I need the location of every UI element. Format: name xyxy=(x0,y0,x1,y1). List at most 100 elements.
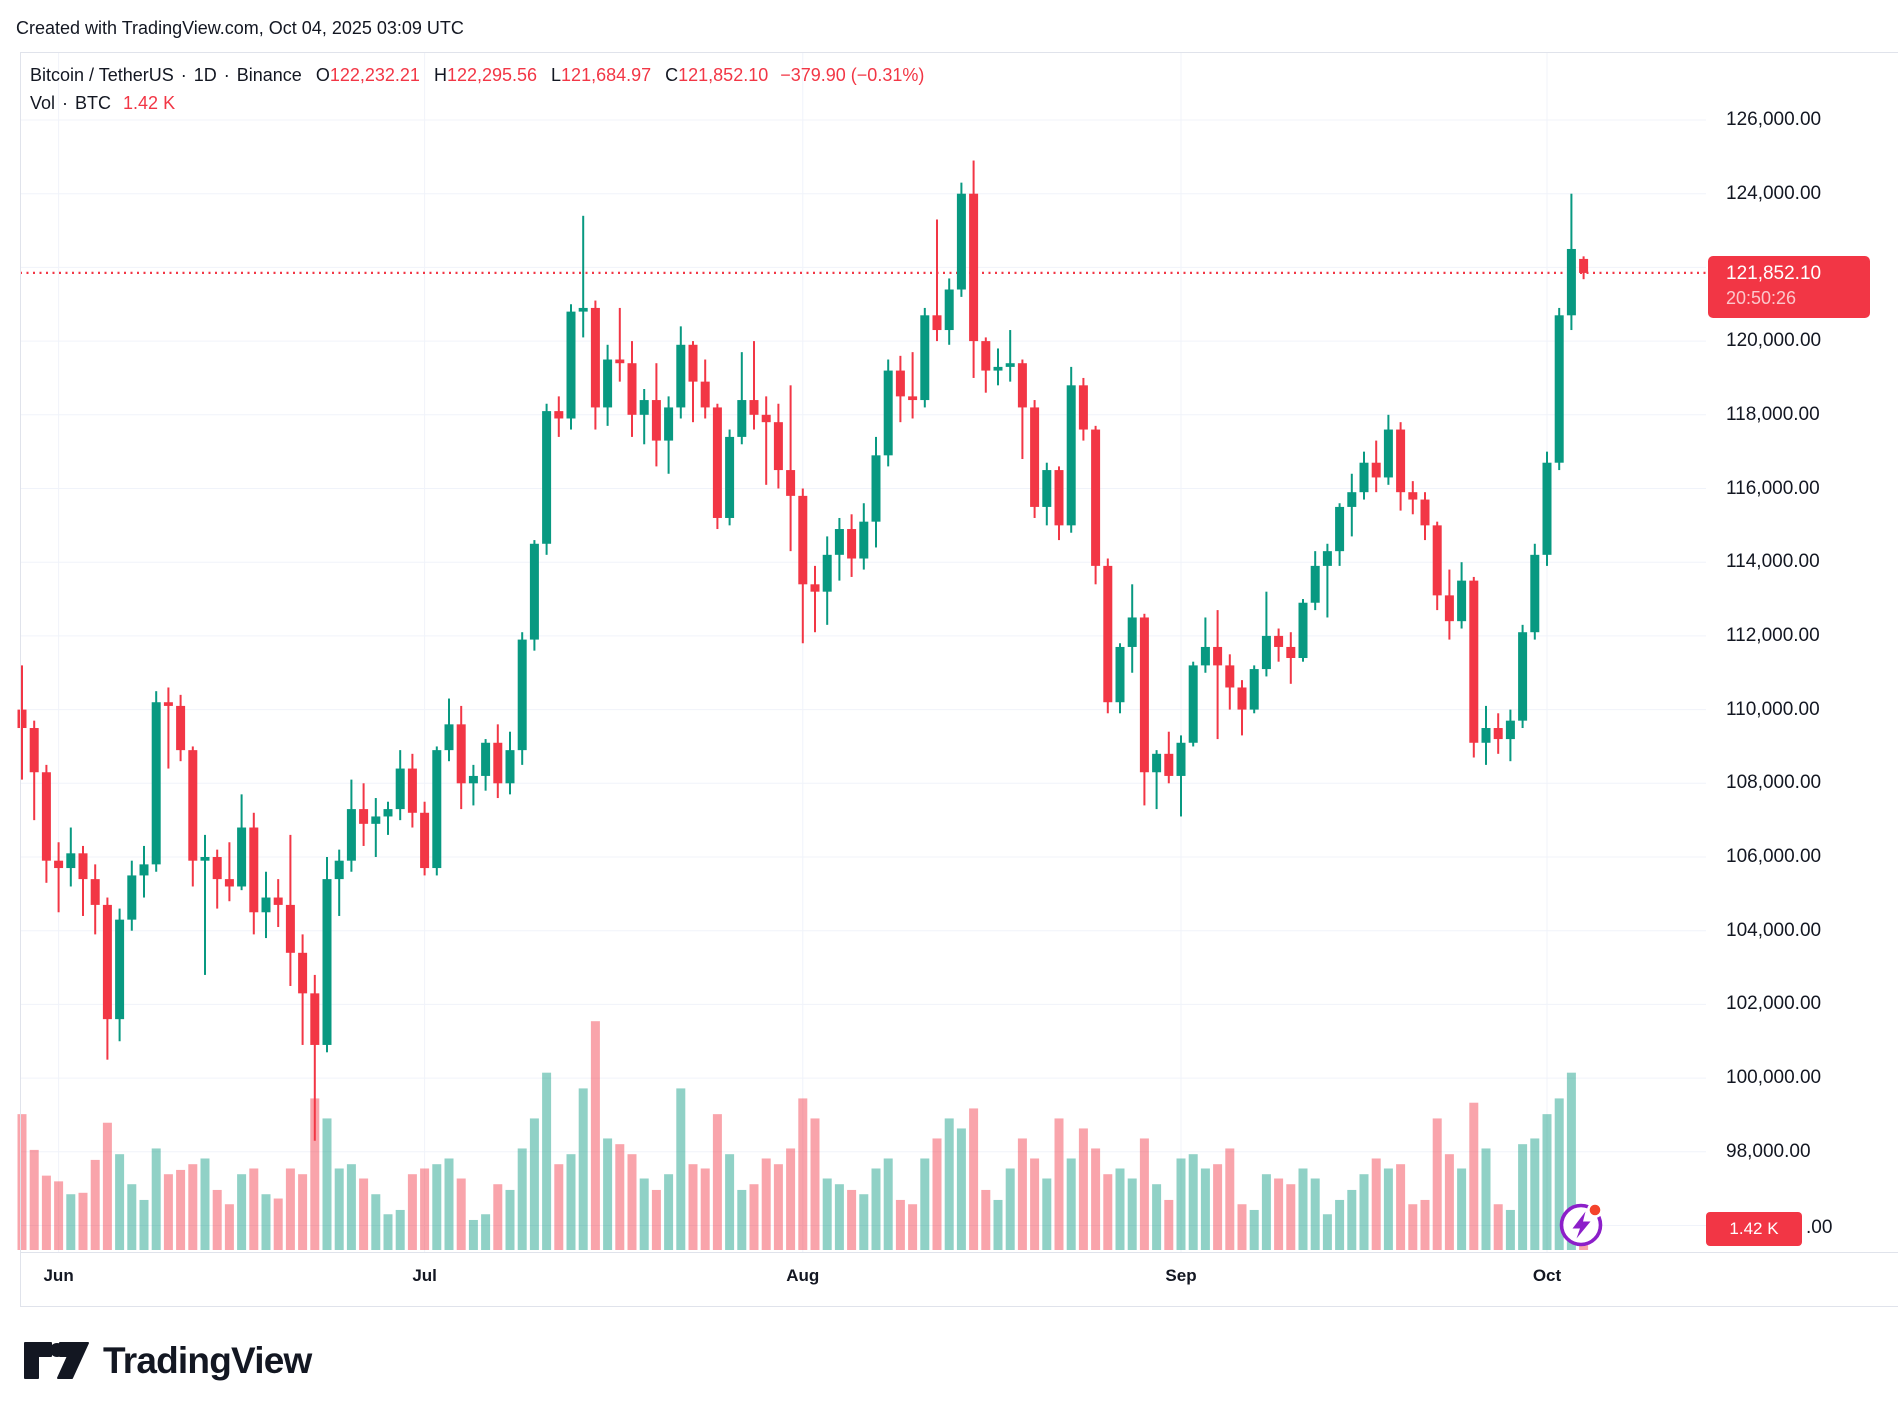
time-axis[interactable] xyxy=(20,1253,1706,1306)
volume-bar xyxy=(969,1108,979,1250)
volume-bar xyxy=(102,1122,112,1250)
candle-down xyxy=(700,381,710,408)
timeframe[interactable]: 1D xyxy=(193,65,217,85)
chart-legend: Bitcoin / TetherUS · 1D · Binance O 122,2… xyxy=(30,61,924,117)
candle-up xyxy=(432,750,442,869)
candle-up xyxy=(468,775,478,784)
volume-bar xyxy=(261,1194,271,1250)
volume-bar xyxy=(1115,1168,1125,1250)
volume-bar xyxy=(1249,1209,1259,1250)
volume-bar xyxy=(603,1138,613,1250)
volume-bar xyxy=(1005,1168,1015,1250)
candle-wick xyxy=(387,801,389,835)
candle-down xyxy=(1237,687,1247,710)
candle-up xyxy=(639,400,649,415)
open-label: O xyxy=(315,65,330,85)
flash-replay-icon[interactable] xyxy=(1556,1199,1608,1251)
volume-bar xyxy=(615,1144,625,1250)
candle-up xyxy=(1066,385,1076,526)
volume-bar xyxy=(151,1148,161,1250)
candle-up xyxy=(237,827,247,887)
candle-down xyxy=(1371,462,1381,478)
volume-bar xyxy=(1518,1144,1528,1250)
candle-wick xyxy=(167,687,170,769)
price-axis-label: 106,000.00 xyxy=(1726,846,1822,867)
candle-down xyxy=(1420,499,1430,526)
volume-bar xyxy=(127,1184,137,1250)
chart-top-border xyxy=(20,52,1898,53)
volume-bar xyxy=(1176,1158,1186,1250)
candle-wick xyxy=(643,389,646,445)
close-value: 121,852.10 xyxy=(678,65,769,85)
candle-down xyxy=(456,724,466,784)
change-value: −379.90 (−0.31%) xyxy=(780,65,925,85)
volume-bar xyxy=(334,1168,344,1250)
bar-close-countdown: 20:50:26 xyxy=(1726,287,1797,308)
volume-bar xyxy=(1347,1189,1357,1250)
volume-bar xyxy=(237,1174,247,1250)
candle-up xyxy=(1542,462,1552,555)
volume-bar xyxy=(1261,1174,1271,1250)
volume-bar xyxy=(847,1189,857,1250)
candle-up xyxy=(517,639,527,751)
volume-bar xyxy=(420,1168,430,1250)
candle-up xyxy=(920,315,930,401)
volume-bar xyxy=(786,1148,796,1250)
candle-up xyxy=(1042,470,1052,507)
candle-up xyxy=(383,809,393,817)
lightning-bolt-icon xyxy=(1572,1211,1591,1239)
candle-up xyxy=(1457,580,1467,622)
candle-up xyxy=(871,455,881,522)
candle-up xyxy=(944,289,954,331)
volume-bar xyxy=(883,1158,893,1250)
volume-bar xyxy=(554,1164,564,1250)
time-axis-label-sep: Sep xyxy=(1165,1266,1197,1285)
separator: · xyxy=(223,65,230,85)
volume-bar xyxy=(688,1164,698,1250)
candle-down xyxy=(749,400,759,415)
candle-up xyxy=(1298,602,1308,659)
candle-up xyxy=(1322,551,1332,566)
candle-down xyxy=(249,827,259,913)
candle-down xyxy=(359,809,369,824)
candle-down xyxy=(1225,665,1235,688)
symbol-title[interactable]: Bitcoin / TetherUS xyxy=(30,65,174,85)
volume-bar xyxy=(1225,1148,1235,1250)
candle-up xyxy=(603,359,613,408)
candle-up xyxy=(1188,665,1198,743)
separator: · xyxy=(62,93,69,113)
candle-wick xyxy=(753,341,755,430)
candle-down xyxy=(554,411,564,419)
candle-down xyxy=(78,853,88,880)
volume-bar xyxy=(578,1088,588,1250)
volume-bar xyxy=(761,1158,771,1250)
volume-bar xyxy=(1200,1168,1210,1250)
volume-bar xyxy=(444,1158,454,1250)
price-axis-label: 124,000.00 xyxy=(1726,182,1822,204)
volume-bar xyxy=(725,1154,735,1250)
candle-up xyxy=(481,742,491,776)
candle-down xyxy=(712,407,722,518)
candle-wick xyxy=(228,842,231,902)
candle-wick xyxy=(313,974,316,1141)
volume-bar xyxy=(1322,1214,1332,1250)
volume-bar xyxy=(41,1175,51,1250)
volume-bar xyxy=(676,1088,686,1250)
candle-down xyxy=(29,728,39,773)
price-axis-label: 102,000.00 xyxy=(1726,993,1822,1015)
candle-up xyxy=(1200,646,1210,666)
volume-bar xyxy=(822,1178,832,1250)
tradingview-logo-mark xyxy=(24,1342,89,1379)
price-axis-label: 112,000.00 xyxy=(1726,624,1820,646)
candle-wick xyxy=(618,307,621,382)
candle-wick xyxy=(740,352,743,445)
candle-wick xyxy=(936,219,938,342)
candle-up xyxy=(566,311,576,419)
candle-up xyxy=(505,750,515,784)
candle-up xyxy=(737,400,747,437)
tradingview-logo[interactable]: TradingView xyxy=(24,1340,312,1382)
candle-wick xyxy=(1265,591,1268,677)
volume-bar xyxy=(1371,1158,1381,1250)
volume-bar xyxy=(1298,1168,1308,1250)
